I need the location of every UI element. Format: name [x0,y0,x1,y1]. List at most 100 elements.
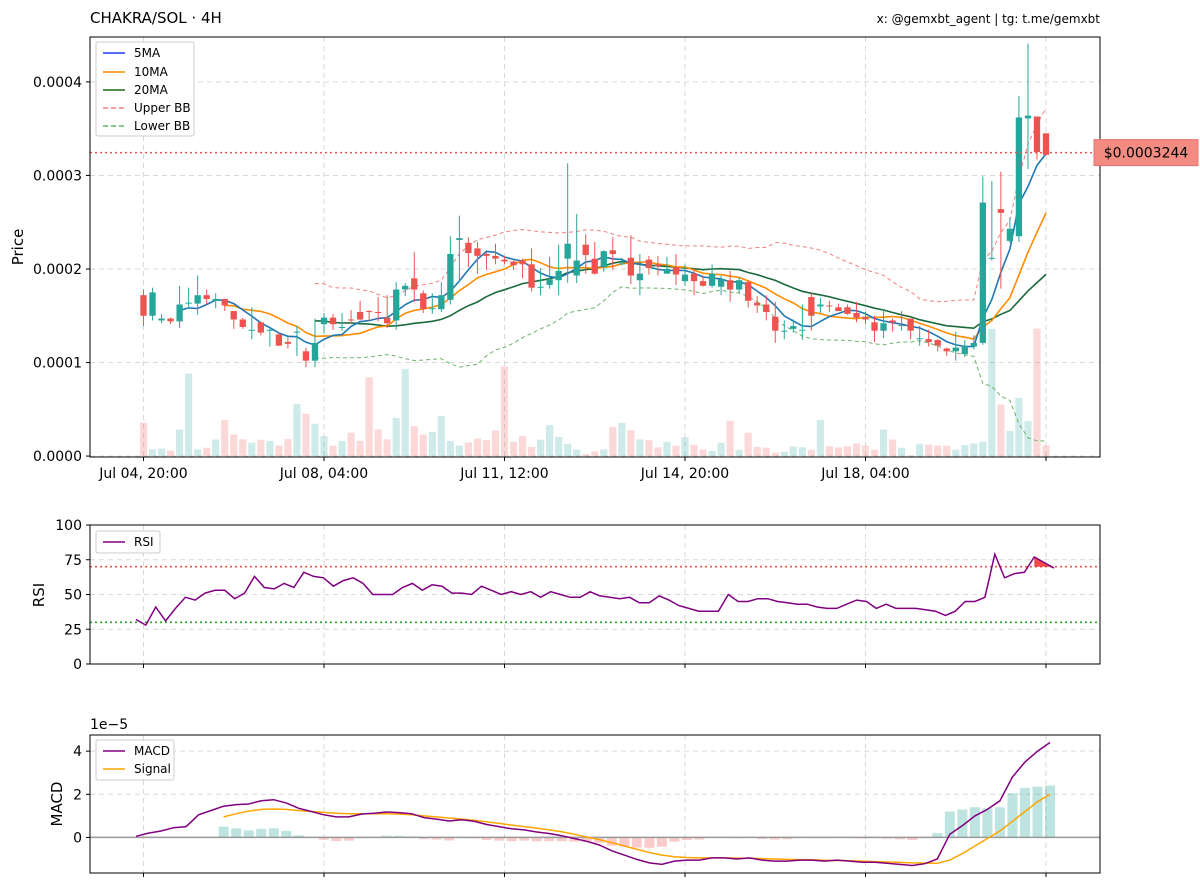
candle-body [853,312,860,318]
volume-bar [518,436,527,457]
volume-bar [239,439,247,457]
volume-bar [834,447,843,457]
price-y-tick-label: 0.0003 [33,168,82,184]
volume-bar [257,439,265,457]
price-y-tick-label: 0.0002 [33,262,82,278]
candle-body [618,263,625,265]
candle-body [790,326,797,329]
candle-body [447,254,454,300]
macd-histogram-bar [268,828,279,838]
volume-bar [275,445,283,457]
price-y-tick-label: 0.0001 [33,356,82,372]
candle-body [988,257,996,259]
candle-body [293,331,301,333]
volume-bar [365,377,373,457]
price-x-tick-label: Jul 04, 20:00 [98,466,187,482]
volume-bar [482,440,491,457]
volume-bar [491,430,500,457]
price-y-tick-label: 0.0000 [33,449,82,465]
volume-bar [925,444,933,457]
rsi-y-tick-label: 50 [64,588,82,604]
volume-bar [816,419,824,457]
legend-label-upper-bb: Upper BB [134,101,191,115]
macd-histogram-bar [494,837,505,841]
candle-body [510,261,517,266]
macd-histogram-bar [1032,786,1043,838]
candle-body [663,268,671,274]
volume-bar [1015,397,1023,457]
candle-body [167,318,174,322]
volume-bar [212,439,220,457]
candle-body [799,329,806,331]
volume-bar [148,449,157,457]
volume-bar [897,447,906,457]
volume-bar [789,446,797,457]
candle-body [681,274,689,282]
macd-histogram-bar [418,837,429,840]
last-price-label: $0.0003244 [1104,146,1189,162]
volume-bar [392,417,400,457]
volume-bar [744,432,752,457]
candle-body [176,304,183,322]
candle-body [384,317,391,324]
volume-bar [879,429,888,457]
volume-bar [681,437,689,457]
moving-average-lines [179,107,1047,442]
volume-bar [916,443,924,457]
price-x-tick-label: Jul 18, 04:00 [820,466,909,482]
legend-label-rsi: RSI [134,535,154,549]
macd-scale-label: 1e−5 [90,717,128,733]
volume-bar [861,445,870,457]
candle-body [934,340,941,346]
candle-body [835,307,842,312]
macd-legend: MACD Signal [95,739,175,781]
volume-bar [410,426,418,457]
volume-bar [627,430,635,457]
candle-body [374,312,382,314]
volume-bar [248,442,256,457]
last-price-box [1093,139,1199,167]
volume-bar [888,439,897,457]
volume-bar [591,451,599,457]
macd-x-ticks [143,873,1047,877]
macd-line [135,741,1051,867]
candle-body [501,259,508,262]
price-panel: 0.0000 0.0001 0.0002 0.0003 0.0004 Jul 04, 2… [9,36,1199,482]
candle-body [1033,116,1041,153]
volume-bar [708,450,716,457]
macd-histogram-bar [218,826,229,838]
candle-body [537,286,544,288]
rsi-y-tick-label: 100 [55,518,82,534]
candle-body [690,273,698,282]
candle-body [898,325,905,327]
macd-histogram-bar [769,837,780,840]
candle-body [347,319,355,321]
candle-body [1006,228,1014,241]
candle-body [555,270,562,281]
volume-bar [762,447,770,457]
volume-bar [979,441,987,457]
candle-body [654,264,662,267]
macd-legend-box [95,739,175,781]
candle-body [393,289,400,321]
macd-histogram-bar [293,835,304,838]
candlesticks [140,43,1050,368]
volume-bar [636,439,644,457]
volume-bar [645,440,653,457]
volume-bar [852,443,861,457]
candle-body [492,255,499,259]
volume-bar [988,328,996,457]
volume-bar [401,368,409,457]
candle-body [754,302,761,306]
macd-histogram-bar [431,837,442,840]
volume-bar [699,449,707,457]
candle-body [329,317,337,325]
rsi-y-tick-label: 75 [64,553,82,569]
legend-label-signal: Signal [134,762,171,776]
candle-body [239,319,246,327]
volume-bar [555,437,563,457]
macd-histogram-bar [982,808,993,838]
candle-body [257,322,264,333]
volume-bar [166,450,175,457]
price-legend-box [95,41,195,137]
